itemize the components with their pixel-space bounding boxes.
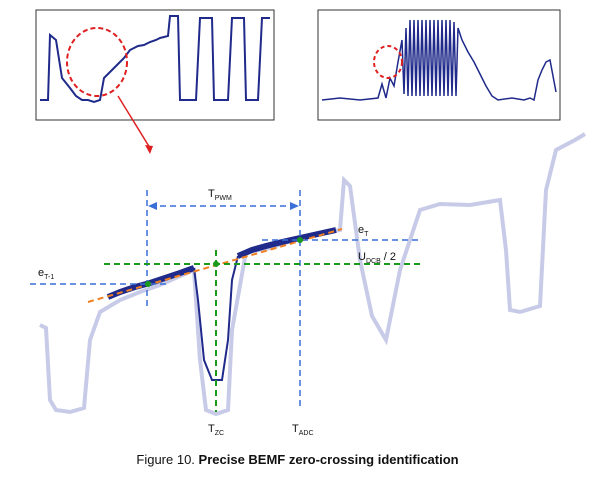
e-t1-marker: [145, 281, 151, 287]
left-inset-frame: [35, 9, 275, 121]
right-inset-waveform: [321, 19, 557, 102]
right-inset-red-circle: [373, 45, 403, 79]
t-pwm-dimension: [148, 202, 299, 210]
zoom-arrow: [117, 95, 153, 154]
left-inset-red-circle: [66, 27, 128, 97]
t-adc-label: TADC: [292, 423, 314, 437]
e-t1-label: eT-1: [38, 267, 54, 281]
t-pwm-label: TPWM: [208, 188, 232, 202]
t-zc-label: TZC: [208, 423, 224, 437]
figure-caption: Figure 10. Precise BEMF zero-crossing id…: [0, 452, 595, 467]
bemf-figure: TPWM eT eT-1 UDCB / 2 TZC TADC: [30, 9, 587, 437]
caption-title: Precise BEMF zero-crossing identificatio…: [198, 452, 459, 467]
right-inset-panel: [317, 9, 561, 121]
green-dashed-guides: [104, 250, 424, 412]
e-t-marker: [297, 237, 303, 243]
faded-background-waveform: [39, 132, 587, 417]
left-inset-waveform: [40, 15, 270, 104]
zero-crossing-marker: [213, 261, 219, 267]
e-t-label: eT: [358, 224, 369, 238]
blue-dashed-guides: [30, 190, 420, 410]
caption-prefix: Figure 10.: [136, 452, 199, 467]
left-inset-panel: [35, 9, 275, 121]
u-dcb-label: UDCB / 2: [358, 251, 396, 265]
